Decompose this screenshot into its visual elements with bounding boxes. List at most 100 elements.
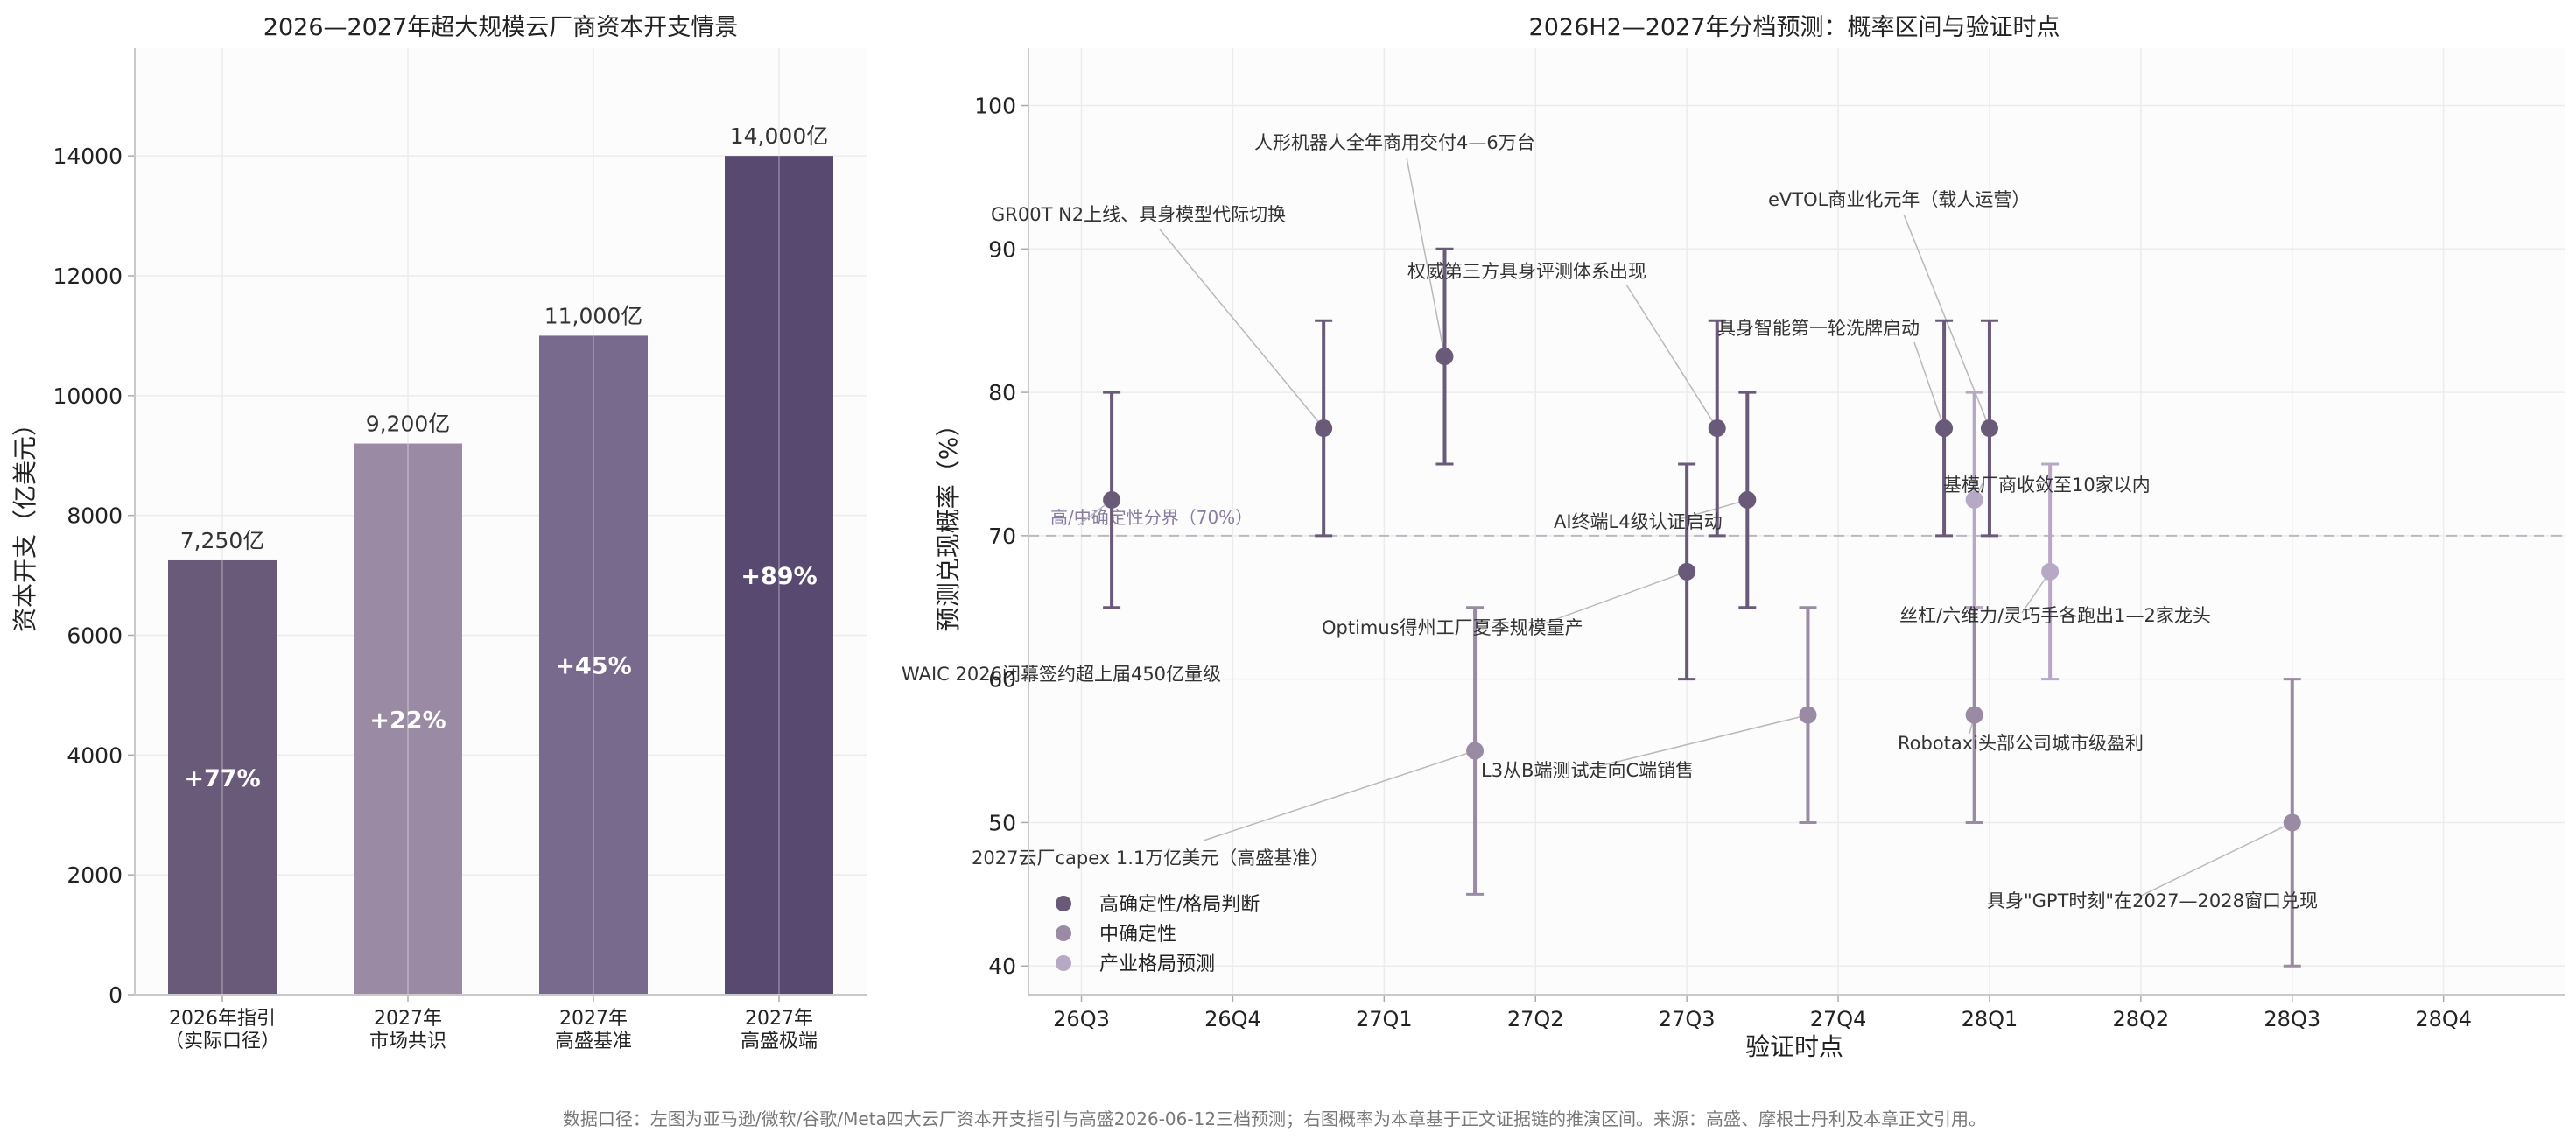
probability-point — [2041, 562, 2060, 581]
probability-point — [1678, 562, 1696, 581]
capex-value-label: 11,000亿 — [544, 303, 642, 328]
capex-y-tick-label: 4000 — [67, 742, 123, 768]
capex-bar — [539, 335, 648, 996]
capex-y-tick-label: 14000 — [53, 144, 123, 169]
probability-x-tick-label: 27Q3 — [1659, 1007, 1716, 1031]
point-annotation: WAIC 2026闭幕签约超上届450亿量级 — [902, 664, 1221, 685]
probability-x-tick-label: 27Q4 — [1810, 1007, 1867, 1031]
legend-marker — [1056, 896, 1071, 911]
probability-x-tick-label: 26Q4 — [1204, 1007, 1261, 1031]
capex-x-tick-label: 2027年 — [559, 1008, 628, 1030]
point-annotation: 具身"GPT时刻"在2027—2028窗口兑现 — [1987, 890, 2318, 911]
probability-y-tick-label: 40 — [988, 953, 1016, 979]
capex-x-tick-label: 2026年指引 — [169, 1008, 276, 1030]
capex-value-label: 7,250亿 — [180, 528, 265, 553]
point-annotation: 基模厂商收敛至10家以内 — [1943, 475, 2151, 496]
annotation-leader — [1203, 749, 1476, 841]
point-annotation: 权威第三方具身评测体系出现 — [1407, 261, 1646, 282]
capex-bar — [168, 559, 277, 995]
probability-chart: 高/中确定性分界（70%） WAIC 2026闭幕签约超上届450亿量级 GR00… — [902, 14, 2565, 1061]
capex-x-tick-sublabel: 市场共识 — [369, 1031, 446, 1052]
probability-y-tick-label: 100 — [974, 94, 1016, 119]
probability-point — [1980, 419, 1998, 438]
capex-growth-label: +45% — [555, 653, 631, 680]
annotation-leader — [1625, 284, 1718, 429]
capex-y-tick-label: 12000 — [53, 264, 123, 289]
legend-marker — [1056, 955, 1071, 971]
point-annotation: L3从B端测试走向C端销售 — [1481, 760, 1694, 781]
footer-note: 数据口径：左图为亚马逊/微软/谷歌/Meta四大云厂资本开支指引与高盛2026-… — [563, 1108, 1986, 1129]
annotation-leader — [1536, 571, 1688, 627]
capex-x-tick-sublabel: 高盛基准 — [555, 1031, 632, 1052]
probability-y-tick-label: 70 — [988, 524, 1016, 549]
probability-point — [1738, 490, 1757, 509]
point-annotation: eVTOL商业化元年（载人运营） — [1768, 189, 2030, 210]
probability-x-tick-label: 27Q1 — [1356, 1007, 1413, 1031]
probability-x-tick-label: 28Q4 — [2415, 1007, 2472, 1031]
annotation-leader — [2135, 821, 2293, 899]
probability-point — [1435, 348, 1454, 366]
legend-label: 产业格局预测 — [1099, 953, 1215, 975]
capex-bar — [725, 156, 833, 995]
annotation-leader — [1588, 714, 1808, 770]
probability-x-tick-label: 28Q3 — [2264, 1007, 2320, 1031]
point-annotation: 人形机器人全年商用交付4—6万台 — [1254, 132, 1535, 153]
probability-y-tick-label: 80 — [988, 380, 1016, 405]
point-annotation: Robotaxi头部公司城市级盈利 — [1898, 733, 2144, 754]
capex-y-tick-label: 2000 — [67, 862, 123, 888]
point-annotation: 2027云厂capex 1.1万亿美元（高盛基准） — [972, 848, 1329, 869]
point-annotation: AI终端L4级认证启动 — [1554, 511, 1723, 532]
capex-x-tick-sublabel: 高盛极端 — [741, 1031, 818, 1052]
capex-y-axis-label: 资本开支（亿美元） — [11, 412, 39, 632]
capex-x-tick-label: 2027年 — [745, 1008, 813, 1030]
annotation-leader — [1913, 341, 1945, 429]
probability-y-tick-label: 90 — [988, 236, 1016, 262]
probability-x-tick-label: 28Q1 — [1962, 1007, 2018, 1031]
threshold-label: 高/中确定性分界（70%） — [1050, 507, 1253, 528]
probability-point — [1315, 419, 1333, 438]
capex-y-tick-label: 0 — [109, 982, 123, 1008]
probability-y-tick-label: 50 — [988, 810, 1016, 835]
capex-chart-title: 2026—2027年超大规模云厂商资本开支情景 — [263, 14, 738, 41]
legend-label: 高确定性/格局判断 — [1099, 894, 1260, 916]
point-annotation: 具身智能第一轮洗牌启动 — [1717, 318, 1920, 339]
probability-point — [1935, 419, 1954, 438]
capex-growth-label: +89% — [741, 563, 817, 590]
probability-point — [1466, 742, 1485, 760]
capex-y-tick-label: 10000 — [53, 384, 123, 409]
capex-bar — [354, 443, 462, 995]
legend-label: 中确定性 — [1099, 924, 1176, 946]
point-annotation: GR00T N2上线、具身模型代际切换 — [991, 204, 1286, 225]
capex-y-tick-label: 6000 — [67, 623, 123, 648]
capex-x-tick-label: 2027年 — [374, 1008, 442, 1030]
capex-value-label: 14,000亿 — [730, 123, 828, 149]
probability-point — [1965, 490, 1983, 509]
probability-chart-title: 2026H2—2027年分档预测：概率区间与验证时点 — [1529, 14, 2060, 41]
probability-point — [1103, 490, 1121, 509]
probability-x-tick-label: 27Q2 — [1507, 1007, 1564, 1031]
capex-value-label: 9,200亿 — [366, 412, 451, 437]
probability-point — [1965, 706, 1983, 724]
capex-x-tick-sublabel: （实际口径） — [165, 1031, 280, 1052]
capex-growth-label: +77% — [184, 765, 260, 792]
probability-point — [2283, 813, 2301, 832]
probability-point — [1799, 706, 1817, 724]
legend-marker — [1056, 925, 1071, 941]
annotation-leader — [1159, 229, 1324, 429]
point-annotation: Optimus得州工厂夏季规模量产 — [1322, 617, 1583, 638]
probability-y-axis-label: 预测兑现概率（%） — [934, 412, 963, 632]
probability-x-tick-label: 26Q3 — [1053, 1007, 1110, 1031]
probability-y-tick-label: 60 — [988, 667, 1016, 693]
capex-chart: 0 2000 4000 6000 8000 10000 12000 14000 2026年指引… — [11, 14, 867, 1052]
probability-x-axis-label: 验证时点 — [1745, 1032, 1843, 1061]
point-annotation: 丝杠/六维力/灵巧手各跑出1—2家龙头 — [1899, 605, 2211, 626]
capex-y-tick-label: 8000 — [67, 503, 123, 529]
capex-growth-label: +22% — [369, 707, 446, 734]
probability-point — [1708, 419, 1726, 438]
probability-x-tick-label: 28Q2 — [2113, 1007, 2170, 1031]
annotation-leader — [1406, 157, 1446, 357]
probability-plot-area — [1028, 48, 2565, 995]
